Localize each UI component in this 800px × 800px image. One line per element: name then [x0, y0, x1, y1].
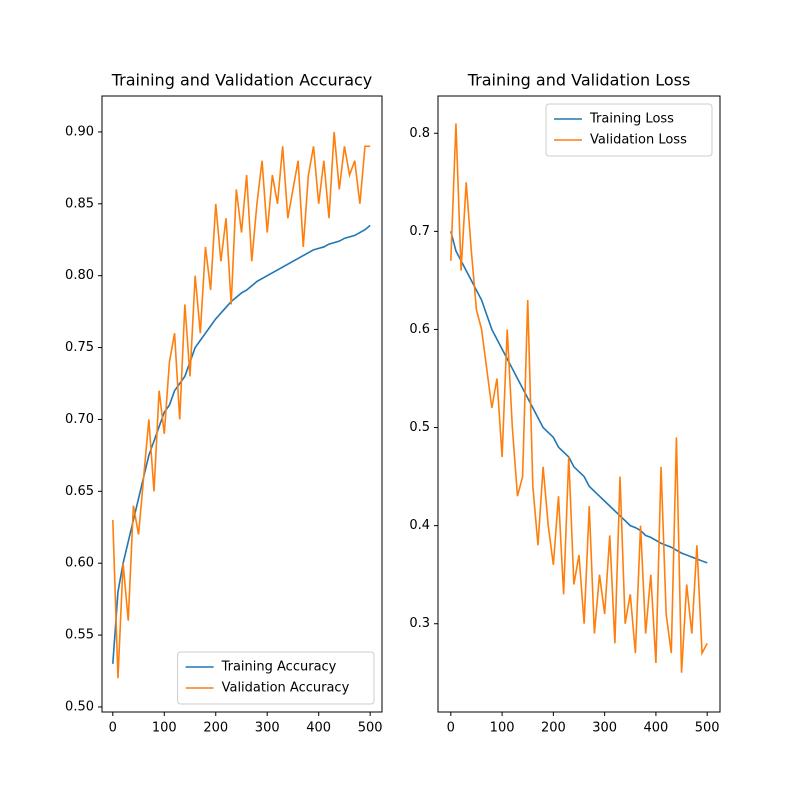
y-tick-label: 0.60: [65, 556, 94, 571]
series-line: [112, 131, 371, 679]
legend-frame: [177, 651, 375, 705]
y-tick-label: 0.55: [65, 628, 94, 643]
x-tick-label: 400: [643, 721, 668, 736]
legend-label: Validation Accuracy: [222, 681, 350, 696]
legend: Training Accuracy Validation Accuracy: [177, 651, 375, 705]
y-tick-label: 0.50: [65, 699, 94, 714]
y-tick-label: 0.7: [409, 224, 430, 239]
x-tick-label: 0: [109, 721, 117, 736]
x-tick-label: 300: [255, 721, 280, 736]
legend-label: Training Loss: [589, 112, 674, 127]
y-tick-label: 0.4: [409, 518, 430, 533]
legend-label: Training Accuracy: [221, 660, 337, 675]
chart-title: Training and Validation Loss: [467, 71, 691, 90]
x-tick-label: 200: [203, 721, 228, 736]
y-tick-label: 0.70: [65, 412, 94, 427]
plot-frame: [437, 95, 721, 713]
y-tick-label: 0.8: [409, 126, 430, 141]
chart-title: Training and Validation Accuracy: [111, 71, 373, 90]
x-tick-label: 300: [592, 721, 617, 736]
series-line: [112, 224, 371, 664]
x-tick-label: 500: [695, 721, 720, 736]
y-tick-label: 0.65: [65, 484, 94, 499]
x-tick-label: 400: [306, 721, 331, 736]
series-line: [450, 123, 708, 673]
legend-frame: [545, 103, 713, 157]
y-tick-label: 0.5: [409, 420, 430, 435]
y-tick-label: 0.75: [65, 340, 94, 355]
x-tick-label: 200: [541, 721, 566, 736]
legend: Training Loss Validation Loss: [545, 103, 713, 157]
x-tick-label: 500: [358, 721, 383, 736]
x-tick-label: 0: [447, 721, 455, 736]
y-tick-label: 0.3: [409, 616, 430, 631]
y-tick-label: 0.90: [65, 124, 94, 139]
plot-frame: [101, 95, 383, 713]
series-line: [450, 231, 708, 564]
y-tick-label: 0.6: [409, 322, 430, 337]
y-tick-label: 0.80: [65, 268, 94, 283]
x-tick-label: 100: [152, 721, 177, 736]
y-tick-label: 0.85: [65, 196, 94, 211]
x-tick-label: 100: [490, 721, 515, 736]
legend-label: Validation Loss: [590, 133, 687, 148]
